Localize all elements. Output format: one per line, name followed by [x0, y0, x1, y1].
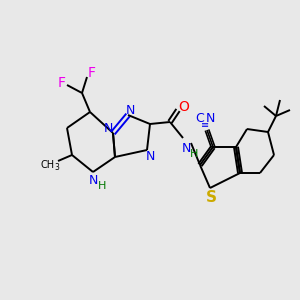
Text: F: F: [58, 76, 66, 90]
Text: N: N: [145, 151, 155, 164]
Text: H: H: [190, 149, 198, 159]
Text: ≡: ≡: [201, 120, 209, 130]
Text: H: H: [98, 181, 106, 191]
Text: N: N: [205, 112, 215, 125]
Text: CH: CH: [41, 160, 55, 170]
Text: N: N: [181, 142, 191, 154]
Text: N: N: [88, 173, 98, 187]
Text: N: N: [103, 122, 113, 134]
Text: C: C: [196, 112, 204, 125]
Text: F: F: [88, 66, 96, 80]
Text: S: S: [206, 190, 217, 205]
Text: 3: 3: [55, 164, 59, 172]
Text: N: N: [125, 103, 135, 116]
Text: O: O: [178, 100, 189, 114]
